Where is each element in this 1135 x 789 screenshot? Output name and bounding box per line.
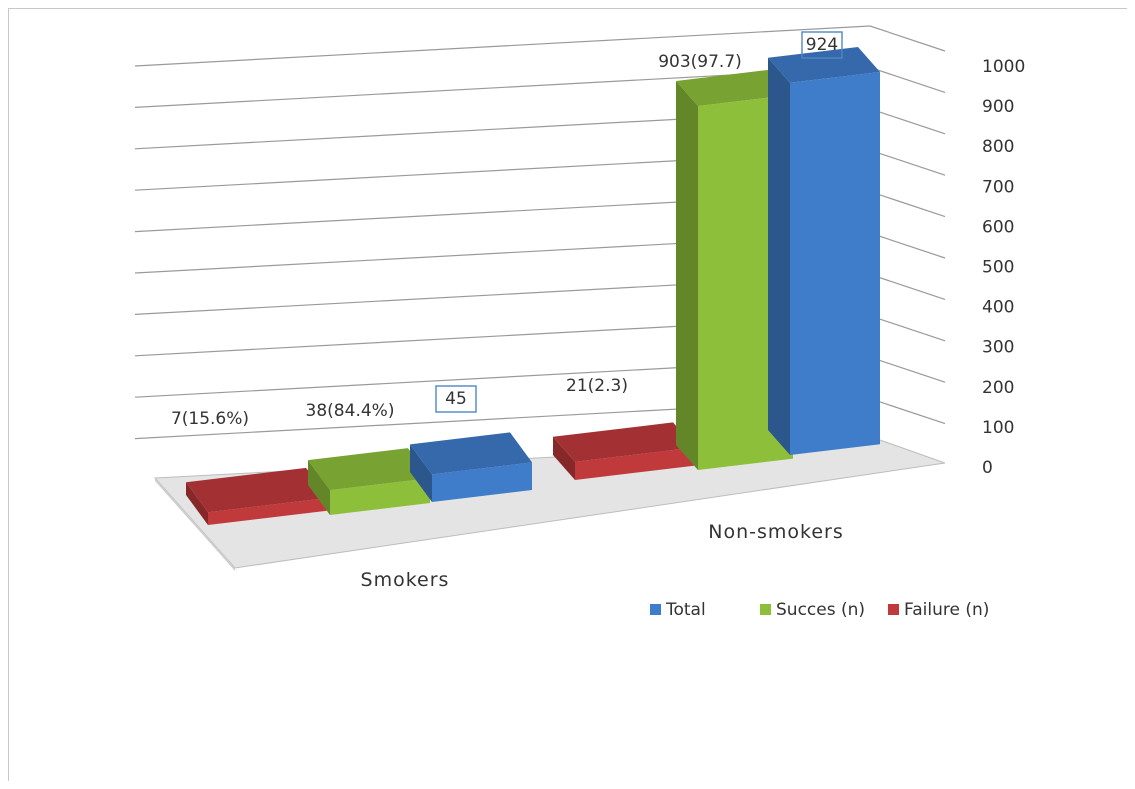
- legend-label: Failure (n): [904, 600, 989, 620]
- data-label: 7(15.6%): [171, 409, 249, 429]
- data-label: 38(84.4%): [306, 401, 395, 421]
- gridline-side: [869, 66, 946, 93]
- y-tick-label: 600: [982, 217, 1014, 237]
- bar-smokers-total: [432, 462, 532, 502]
- bar-top-non-smokers-failure: [553, 422, 695, 462]
- bar-side-non-smokers-succes: [676, 81, 698, 470]
- y-tick-label: 500: [982, 258, 1014, 278]
- data-label-box: [801, 31, 843, 59]
- y-tick-label: 1000: [982, 57, 1025, 77]
- bar-side-smokers-succes: [308, 460, 330, 515]
- gridline-side: [869, 315, 946, 342]
- gridline-side: [869, 25, 946, 52]
- data-label: 21(2.3): [566, 376, 628, 396]
- data-label-box: [435, 385, 477, 413]
- data-label: 45: [445, 389, 467, 409]
- legend: Total Succes (n) Failure (n): [650, 600, 989, 620]
- bar-non-smokers-total: [790, 72, 880, 455]
- y-tick-label: 0: [982, 458, 993, 478]
- y-tick-label: 400: [982, 298, 1014, 318]
- y-tick-label: 800: [982, 137, 1014, 157]
- legend-swatch: [650, 604, 661, 615]
- bar-non-smokers-failure: [575, 447, 695, 480]
- bar-top-non-smokers-total: [768, 47, 880, 83]
- y-tick-label: 300: [982, 338, 1014, 358]
- legend-label: Succes (n): [776, 600, 865, 620]
- bar-smokers-failure: [208, 497, 328, 525]
- data-label: 903(97.7): [658, 52, 742, 72]
- bar-top-smokers-total: [410, 432, 532, 475]
- bar-side-smokers-failure: [186, 482, 208, 525]
- gridline-side: [869, 149, 946, 176]
- bar-side-non-smokers-total: [768, 57, 790, 456]
- legend-label: Total: [665, 600, 706, 620]
- bar-smokers-succes: [330, 478, 430, 515]
- y-tick-label: 900: [982, 97, 1014, 117]
- y-tick-label: 100: [982, 418, 1014, 438]
- bar-top-non-smokers-succes: [676, 69, 793, 106]
- y-tick-label: 700: [982, 177, 1014, 197]
- gridline-side: [869, 108, 946, 135]
- gridline-side: [869, 356, 946, 383]
- legend-swatch: [760, 604, 771, 615]
- y-tick-label: 200: [982, 378, 1014, 398]
- bar-side-smokers-total: [410, 444, 432, 502]
- bar-side-non-smokers-failure: [553, 436, 575, 480]
- gridline-side: [869, 398, 946, 425]
- category-label-non-smokers: Non-smokers: [708, 521, 844, 543]
- category-label-smokers: Smokers: [361, 569, 450, 591]
- legend-swatch: [888, 604, 899, 615]
- bar-top-smokers-failure: [186, 467, 328, 513]
- chart-floor-edge: [155, 478, 235, 571]
- bar-top-smokers-succes: [308, 448, 430, 491]
- gridline-side: [869, 191, 946, 218]
- gridline: [134, 25, 871, 67]
- gridline-side: [869, 273, 946, 300]
- gridline-side: [869, 232, 946, 259]
- data-label: 924: [806, 35, 838, 55]
